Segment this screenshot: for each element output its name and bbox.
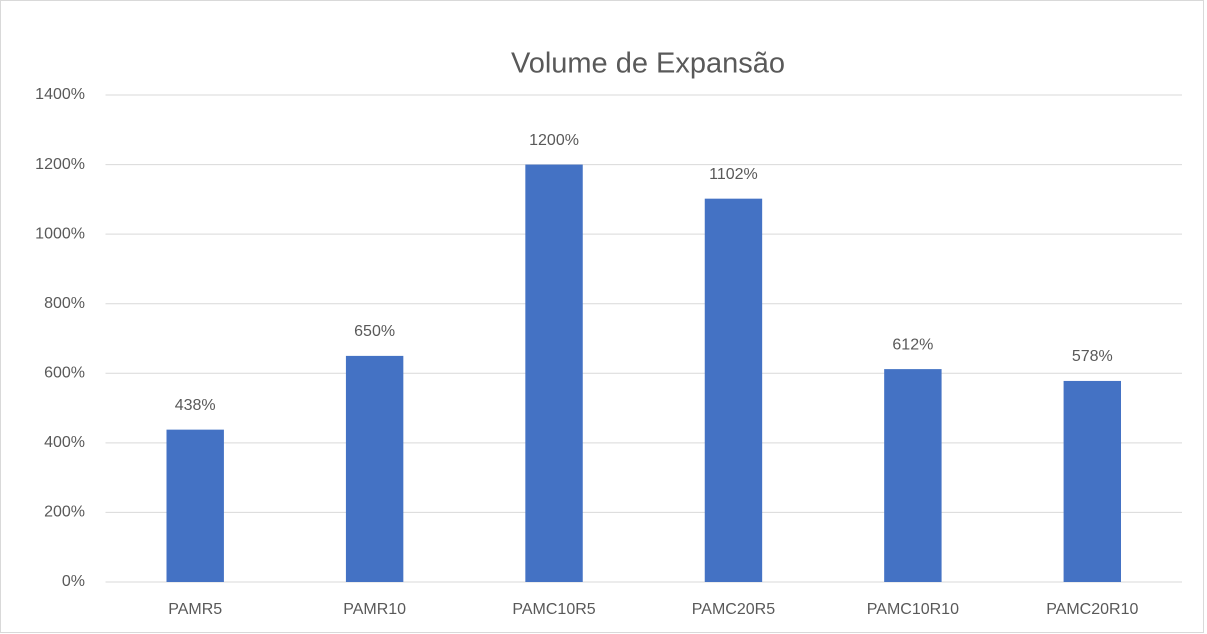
data-label: 650% xyxy=(354,323,395,340)
data-label: 578% xyxy=(1072,348,1113,365)
bar xyxy=(1063,380,1121,582)
data-label: 1200% xyxy=(529,132,579,149)
y-tick-label: 400% xyxy=(44,434,85,451)
data-label: 1102% xyxy=(709,166,758,183)
x-tick-label: PAMC20R5 xyxy=(692,601,775,618)
bar xyxy=(704,198,763,582)
y-tick-label: 1200% xyxy=(35,156,85,173)
y-tick-label: 200% xyxy=(44,504,85,521)
bar xyxy=(884,369,942,582)
chart-title: Volume de Expansão xyxy=(511,48,785,80)
bar xyxy=(345,355,404,582)
data-label: 438% xyxy=(175,397,216,414)
x-tick-label: PAMR10 xyxy=(343,601,406,618)
bar xyxy=(166,429,224,582)
y-tick-label: 800% xyxy=(44,295,85,312)
y-tick-label: 0% xyxy=(62,573,85,590)
bar xyxy=(525,164,583,583)
x-tick-label: PAMR5 xyxy=(168,601,222,618)
x-tick-label: PAMC10R10 xyxy=(867,601,959,618)
y-tick-label: 1000% xyxy=(35,225,85,242)
x-tick-label: PAMC10R5 xyxy=(512,601,595,618)
x-tick-label: PAMC20R10 xyxy=(1046,601,1138,618)
y-tick-label: 600% xyxy=(44,365,85,382)
data-label: 612% xyxy=(892,336,933,353)
y-tick-label: 1400% xyxy=(35,86,85,103)
